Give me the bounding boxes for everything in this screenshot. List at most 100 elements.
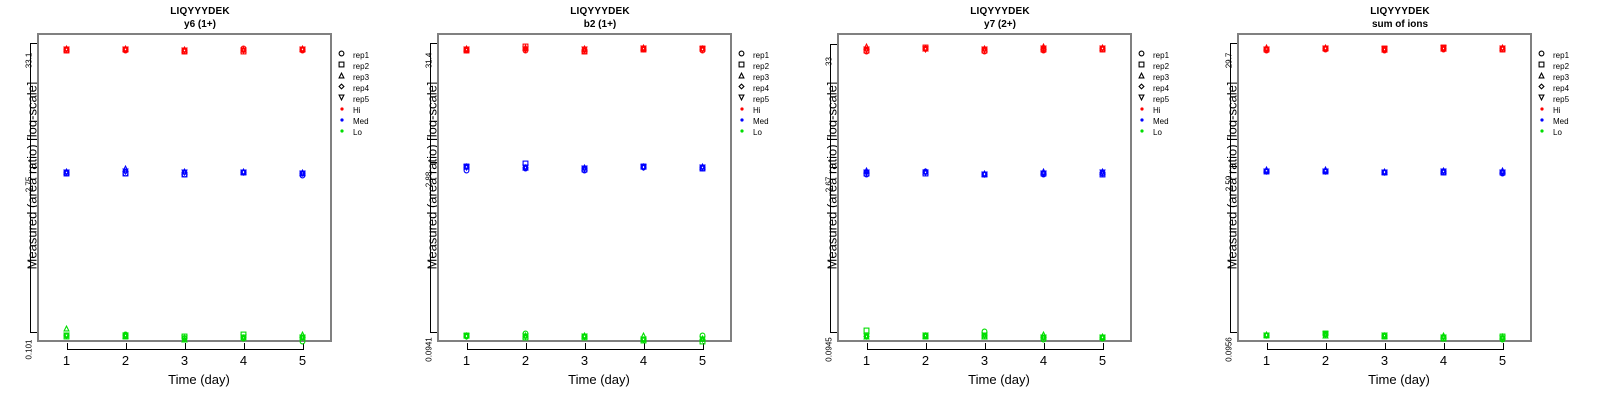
y-axis-tick — [30, 167, 37, 168]
panel-subtitle: b2 (1+) — [583, 19, 617, 30]
legend-dot-icon — [1538, 127, 1550, 138]
x-axis-tick-label: 4 — [239, 353, 248, 368]
legend-label: rep5 — [1553, 95, 1570, 104]
y-axis-line — [830, 43, 831, 332]
y-axis-tick — [30, 43, 37, 45]
legend-triangle-down-icon — [738, 94, 750, 105]
legend-triangle-up-icon — [738, 71, 750, 83]
legend-label: rep2 — [1553, 62, 1570, 71]
legend-label: rep1 — [753, 51, 770, 60]
legend-circle-icon — [1538, 50, 1550, 61]
legend-dot-icon — [1138, 127, 1150, 138]
y-axis-tick — [430, 332, 437, 334]
x-axis-tick-label: 5 — [298, 353, 307, 368]
x-axis-tick-label: 1 — [462, 353, 471, 368]
legend-label: Med — [1553, 117, 1569, 126]
legend-triangle-down-icon — [1538, 94, 1550, 105]
y-axis-tick — [1230, 43, 1237, 45]
legend-label: rep1 — [1153, 51, 1170, 60]
legend-diamond-icon — [1138, 83, 1150, 94]
panel-title: LIQYYYDEK — [970, 6, 1030, 17]
x-axis-tick-label: 1 — [862, 353, 871, 368]
x-axis-tick — [66, 343, 68, 350]
legend-label: Hi — [1153, 106, 1161, 115]
y-axis-tick-label: 33 — [824, 56, 834, 66]
legend-dot-icon — [338, 105, 350, 116]
y-axis-tick-label: 0.101 — [24, 339, 34, 360]
legend-label: rep4 — [753, 84, 770, 93]
plot-area — [1237, 33, 1532, 342]
x-axis-tick — [584, 343, 586, 350]
x-axis-tick-label: 2 — [121, 353, 130, 368]
x-axis-tick-label: 3 — [1380, 353, 1389, 368]
x-axis-tick — [1443, 343, 1445, 350]
panel-subtitle: y6 (1+) — [184, 19, 216, 30]
chart-panel-1: LIQYYYDEK y6 (1+) Measured (area ratio) [l… — [0, 0, 400, 400]
plot-area — [37, 33, 332, 342]
x-axis-tick — [1043, 343, 1045, 350]
legend-label: rep3 — [1553, 73, 1570, 82]
x-axis-label: Time (day) — [168, 372, 230, 387]
legend-square-icon — [1138, 61, 1150, 72]
x-axis-tick — [1102, 343, 1104, 350]
legend-dot-icon — [1538, 116, 1550, 127]
y-axis-line — [30, 43, 31, 332]
x-axis-label: Time (day) — [968, 372, 1030, 387]
y-axis-tick-label: 29.7 — [1224, 53, 1234, 69]
legend-circle-icon — [1138, 50, 1150, 61]
legend-label: rep2 — [753, 62, 770, 71]
panel-title: LIQYYYDEK — [170, 6, 230, 17]
legend-triangle-down-icon — [1138, 94, 1150, 105]
chart-panel-2: LIQYYYDEK b2 (1+) Measured (area ratio) [l… — [400, 0, 800, 400]
y-axis-tick — [830, 43, 837, 45]
legend-label: rep5 — [753, 95, 770, 104]
x-axis-tick-label: 2 — [921, 353, 930, 368]
x-axis-tick-label: 4 — [1439, 353, 1448, 368]
y-axis-tick — [830, 167, 837, 169]
y-axis-tick — [830, 331, 837, 333]
legend-label: rep3 — [753, 73, 770, 82]
legend-label: Med — [753, 117, 769, 126]
legend-square-icon — [1538, 61, 1550, 72]
x-axis-tick-label: 5 — [698, 353, 707, 368]
y-axis-tick-label: 0.0941 — [424, 337, 434, 362]
x-axis-tick-label: 3 — [580, 353, 589, 368]
y-axis-tick — [1230, 165, 1237, 167]
x-axis-tick — [643, 343, 645, 350]
legend-diamond-icon — [738, 83, 750, 94]
x-axis-tick-label: 2 — [521, 353, 530, 368]
legend-label: Lo — [353, 128, 362, 137]
legend-diamond-icon — [1538, 83, 1550, 94]
legend-label: rep5 — [353, 95, 370, 104]
y-axis-tick-label: 2.67 — [824, 177, 834, 193]
panel-subtitle: y7 (2+) — [984, 19, 1016, 30]
legend-dot-icon — [738, 116, 750, 127]
plot-area — [837, 33, 1132, 342]
legend-square-icon — [338, 61, 350, 72]
legend-label: Lo — [753, 128, 762, 137]
x-axis-tick-label: 1 — [62, 353, 71, 368]
legend-label: Lo — [1553, 128, 1562, 137]
legend-label: Med — [1153, 117, 1169, 126]
x-axis-label: Time (day) — [568, 372, 630, 387]
x-axis-tick — [1266, 343, 1268, 350]
x-axis-tick-label: 5 — [1098, 353, 1107, 368]
legend-label: rep5 — [1153, 95, 1170, 104]
y-axis-line — [430, 43, 431, 333]
y-axis-tick-label: 33.1 — [24, 52, 34, 69]
x-axis-tick — [702, 343, 704, 350]
legend-triangle-up-icon — [1538, 71, 1550, 83]
legend-label: rep2 — [353, 62, 370, 71]
legend-triangle-down-icon — [338, 94, 350, 105]
x-axis-tick — [866, 343, 868, 350]
legend-label: Hi — [1553, 106, 1561, 115]
legend-dot-icon — [738, 105, 750, 116]
legend-label: rep3 — [353, 73, 370, 82]
x-axis-tick-label: 1 — [1262, 353, 1271, 368]
legend-triangle-up-icon — [338, 71, 350, 83]
x-axis-tick — [1502, 343, 1504, 350]
legend-triangle-up-icon — [1138, 71, 1150, 83]
chart-panel-3: LIQYYYDEK y7 (2+) Measured (area ratio) [l… — [800, 0, 1200, 400]
legend-dot-icon — [1538, 105, 1550, 116]
